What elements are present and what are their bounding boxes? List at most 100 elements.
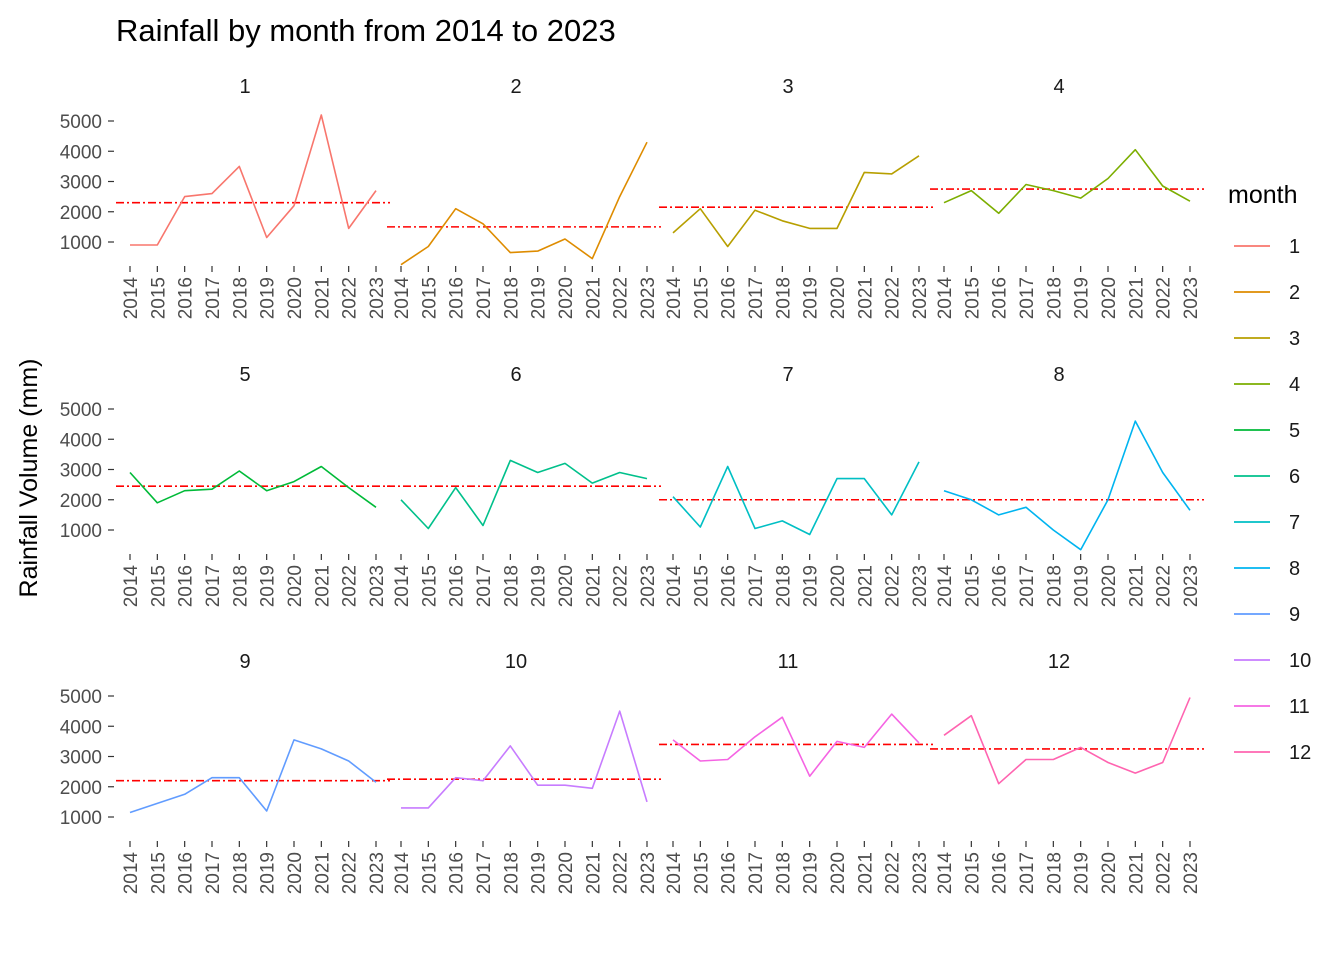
panel-month-6: 6 2014 2015 2016 2017 2018 2019 2020 2021 2022 202… [387,364,661,607]
legend-label: 4 [1289,374,1300,396]
x-tick-label: 2016 [719,852,740,894]
x-tick-label: 2018 [501,852,522,894]
x-tick-label: 2014 [935,852,956,895]
legend-label: 3 [1289,328,1300,350]
series-line-month-6 [400,459,648,530]
x-tick-label: 2014 [664,277,685,320]
y-tick-label: 2000 [60,203,102,224]
x-tick-label: 2017 [203,565,224,607]
x-tick-label: 2022 [611,565,632,607]
y-tick-label: 2000 [60,491,102,512]
x-tick-label: 2023 [638,277,659,319]
x-tick-label: 2021 [312,852,333,894]
x-tick-label: 2023 [1181,277,1202,319]
x-tick-label: 2014 [121,852,142,895]
legend-item-10: 10 [1234,650,1311,672]
series-line-month-1 [130,114,377,246]
series-line-month-9 [129,739,377,814]
panel-month-4: 4 2014 2015 2016 2017 2018 2019 2020 2021 2022 202… [930,76,1204,319]
x-tick-label: 2017 [1017,277,1038,319]
x-tick-label: 2021 [583,565,604,607]
x-tick-label: 2015 [148,277,169,319]
x-tick-label: 2019 [1072,277,1093,319]
facet-panels: 1 1000 2000 3000 4000 5000 2014 2015 2016 2017 201… [60,76,1204,894]
legend-label: 9 [1289,604,1300,626]
x-tick-label: 2022 [883,277,904,319]
x-tick-label: 2022 [1154,565,1175,607]
x-tick-label: 2023 [367,852,388,894]
panel-month-7: 7 2014 2015 2016 2017 2018 2019 2020 2021 2022 202… [659,364,933,607]
x-tick-label: 2014 [664,852,685,895]
x-tick-label: 2017 [1017,852,1038,894]
x-tick-label: 2023 [638,565,659,607]
x-tick-label: 2020 [1099,565,1120,607]
x-tick-label: 2020 [1099,277,1120,319]
x-tick-label: 2022 [611,277,632,319]
panel-strip-label: 8 [1053,364,1064,386]
x-tick-label: 2018 [1044,852,1065,894]
x-tick-label: 2016 [990,277,1011,319]
x-tick-label: 2018 [230,277,251,319]
x-tick-label: 2014 [935,277,956,320]
x-tick-label: 2022 [611,852,632,894]
legend-label: 1 [1289,236,1300,258]
panel-strip-label: 3 [782,76,793,98]
x-tick-label: 2016 [447,277,468,319]
x-tick-label: 2019 [801,852,822,894]
x-tick-label: 2014 [392,277,413,320]
x-tick-label: 2020 [285,852,306,894]
legend-item-1: 1 [1234,236,1300,258]
x-tick-label: 2022 [1154,277,1175,319]
x-tick-label: 2018 [773,852,794,894]
x-tick-label: 2018 [773,565,794,607]
legend-item-3: 3 [1234,328,1300,350]
x-tick-label: 2017 [746,277,767,319]
x-tick-label: 2023 [1181,565,1202,607]
series-line-month-7 [672,461,920,536]
panel-strip-label: 1 [239,76,250,98]
x-tick-label: 2015 [962,565,983,607]
x-tick-label: 2019 [801,565,822,607]
legend-item-6: 6 [1234,466,1300,488]
x-tick-label: 2017 [203,852,224,894]
x-tick-label: 2023 [910,277,931,319]
legend-item-5: 5 [1234,420,1300,442]
panel-month-2: 2 2014 2015 2016 2017 2018 2019 2020 2021 2022 202… [387,76,661,319]
legend-title: month [1228,181,1297,209]
legend-label: 5 [1289,420,1300,442]
panel-month-11: 11 2014 2015 2016 2017 2018 2019 2020 2021 2022 20… [659,651,933,894]
legend-label: 10 [1289,650,1311,672]
x-tick-label: 2015 [148,565,169,607]
y-tick-label: 3000 [60,461,102,482]
x-tick-label: 2018 [1044,277,1065,319]
x-tick-label: 2018 [501,565,522,607]
x-tick-label: 2014 [664,565,685,608]
x-tick-label: 2021 [855,565,876,607]
x-tick-label: 2019 [258,565,279,607]
legend-item-4: 4 [1234,374,1300,396]
y-tick-label: 1000 [60,521,102,542]
y-axis-label: Rainfall Volume (mm) [15,359,43,598]
x-tick-label: 2016 [990,852,1011,894]
x-tick-label: 2021 [583,852,604,894]
legend-item-9: 9 [1234,604,1300,626]
x-tick-label: 2016 [990,565,1011,607]
legend-item-7: 7 [1234,512,1300,534]
x-tick-label: 2020 [285,277,306,319]
x-tick-label: 2015 [691,565,712,607]
legend-item-11: 11 [1234,696,1310,718]
panel-strip-label: 11 [778,651,799,673]
x-tick-label: 2017 [474,277,495,319]
x-tick-label: 2022 [883,565,904,607]
x-tick-label: 2022 [1154,852,1175,894]
legend-item-2: 2 [1234,282,1300,304]
y-tick-label: 1000 [60,808,102,829]
legend-label: 6 [1289,466,1300,488]
x-tick-label: 2021 [855,852,876,894]
panel-strip-label: 6 [510,364,521,386]
legend-item-12: 12 [1234,742,1311,764]
x-tick-label: 2020 [285,565,306,607]
panel-month-8: 8 2014 2015 2016 2017 2018 2019 2020 2021 2022 202… [930,364,1204,607]
y-tick-label: 3000 [60,748,102,769]
